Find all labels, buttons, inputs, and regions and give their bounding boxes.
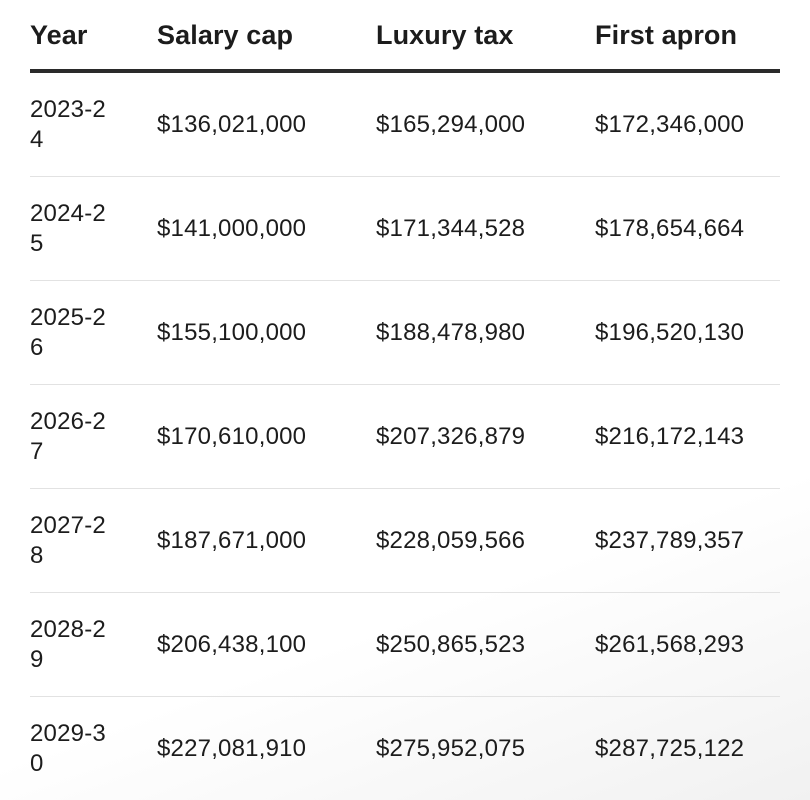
salary-cap-cell: $206,438,100: [157, 630, 307, 658]
salary-cap-cell: $170,610,000: [157, 422, 307, 450]
year-cell: 2029-30: [30, 719, 106, 777]
luxury-tax-cell: $171,344,528: [376, 214, 526, 242]
first-apron-cell: $196,520,130: [595, 318, 745, 346]
year-cell: 2028-29: [30, 615, 106, 673]
header-luxury-tax: Luxury tax: [376, 20, 514, 50]
year-cell: 2025-26: [30, 303, 106, 361]
salary-cap-cell: $187,671,000: [157, 526, 307, 554]
salary-cap-cell: $141,000,000: [157, 214, 307, 242]
luxury-tax-cell: $188,478,980: [376, 318, 526, 346]
luxury-tax-cell: $275,952,075: [376, 734, 526, 762]
first-apron-cell: $172,346,000: [595, 110, 745, 138]
year-cell: 2023-24: [30, 95, 106, 153]
table-row: 2029-30 $227,081,910 $275,952,075 $287,7…: [30, 697, 780, 800]
first-apron-cell: $178,654,664: [595, 214, 745, 242]
table-row: 2025-26 $155,100,000 $188,478,980 $196,5…: [30, 281, 780, 385]
header-year: Year: [30, 20, 88, 50]
table-row: 2026-27 $170,610,000 $207,326,879 $216,1…: [30, 385, 780, 489]
luxury-tax-cell: $250,865,523: [376, 630, 526, 658]
salary-cap-table: Year Salary cap Luxury tax First apron 2…: [30, 0, 780, 800]
header-salary-cap: Salary cap: [157, 20, 294, 50]
salary-cap-cell: $227,081,910: [157, 734, 307, 762]
salary-cap-cell: $136,021,000: [157, 110, 307, 138]
luxury-tax-cell: $165,294,000: [376, 110, 526, 138]
luxury-tax-cell: $228,059,566: [376, 526, 526, 554]
first-apron-cell: $216,172,143: [595, 422, 745, 450]
year-cell: 2027-28: [30, 511, 106, 569]
salary-cap-cell: $155,100,000: [157, 318, 307, 346]
table-header-row: Year Salary cap Luxury tax First apron: [30, 0, 780, 73]
table-row: 2024-25 $141,000,000 $171,344,528 $178,6…: [30, 177, 780, 281]
year-cell: 2024-25: [30, 199, 106, 257]
luxury-tax-cell: $207,326,879: [376, 422, 526, 450]
first-apron-cell: $237,789,357: [595, 526, 745, 554]
table-row: 2027-28 $187,671,000 $228,059,566 $237,7…: [30, 489, 780, 593]
first-apron-cell: $287,725,122: [595, 734, 745, 762]
table-row: 2028-29 $206,438,100 $250,865,523 $261,5…: [30, 593, 780, 697]
header-first-apron: First apron: [595, 20, 738, 50]
table-row: 2023-24 $136,021,000 $165,294,000 $172,3…: [30, 73, 780, 177]
first-apron-cell: $261,568,293: [595, 630, 745, 658]
year-cell: 2026-27: [30, 407, 106, 465]
